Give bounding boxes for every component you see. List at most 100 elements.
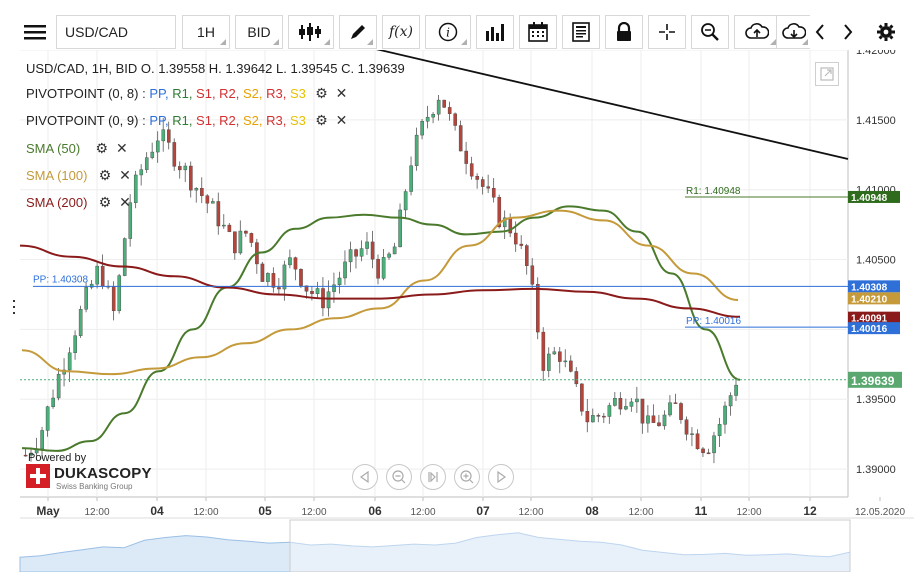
r1-annotation: R1: 1.40948: [686, 186, 741, 197]
lock-icon: [617, 22, 631, 41]
gear-icon[interactable]: ⚙: [95, 140, 109, 156]
candle-down: [244, 230, 248, 234]
bar-chart-icon: [486, 24, 504, 41]
pp-left-annotation: PP: 1.40308: [33, 274, 88, 285]
candle-up: [337, 277, 342, 286]
close-icon[interactable]: ✕: [335, 85, 348, 101]
svg-text:i: i: [446, 26, 450, 40]
candle-down: [541, 331, 546, 371]
close-icon[interactable]: ✕: [335, 112, 348, 128]
volume-button[interactable]: [476, 15, 514, 49]
zoom-button[interactable]: [691, 15, 729, 49]
pivot-level-s2: S2,: [243, 86, 267, 101]
gear-icon[interactable]: ⚙: [315, 85, 328, 101]
powered-by-text: Powered by: [28, 452, 87, 464]
candle-down: [513, 232, 518, 245]
timeframe-select[interactable]: 1H: [182, 15, 230, 49]
price-chart[interactable]: R1: 1.40948 PP: 1.40308 PP: 1.40016 1.4200…: [0, 50, 914, 572]
indicators-button[interactable]: f(x): [382, 15, 420, 49]
candle-up: [381, 257, 386, 279]
candle-down: [271, 273, 276, 288]
close-icon[interactable]: ✕: [115, 140, 128, 156]
candle-up: [194, 188, 199, 191]
candle-up: [155, 140, 160, 153]
candle-up: [73, 335, 77, 353]
pp-upper-price-tag-bg: [848, 280, 900, 293]
gear-icon[interactable]: ⚙: [98, 167, 112, 183]
close-icon[interactable]: ✕: [119, 194, 131, 210]
candle-down: [189, 165, 193, 191]
zoom-in-button[interactable]: [454, 464, 480, 490]
menu-button[interactable]: [20, 15, 50, 49]
x-tick-label: 12:00: [518, 507, 543, 518]
news-button[interactable]: [562, 15, 600, 49]
lock-button[interactable]: [605, 15, 643, 49]
info-button[interactable]: i: [425, 15, 471, 49]
candle-down: [447, 107, 452, 114]
sma200-legend[interactable]: SMA (200) ⚙ ✕: [26, 193, 133, 211]
x-axis-labels: May 12:00 04 12:00 05 12:00 06 12:00 07 12:00 08 12…: [36, 504, 905, 518]
pivot-legend-2[interactable]: PIVOTPOINT (0, 9) : PP, R1, S1, R2, S2, …: [26, 111, 350, 129]
settings-button[interactable]: [872, 15, 900, 49]
candle-down: [310, 290, 314, 294]
reset-view-button[interactable]: [420, 464, 446, 490]
grid: [20, 50, 881, 501]
calendar-button[interactable]: [519, 15, 557, 49]
left-resize-handle[interactable]: [13, 300, 15, 314]
pivot-legend-1[interactable]: PIVOTPOINT (0, 8) : PP, R1, S1, R2, S2, …: [26, 84, 350, 102]
candle-up: [288, 257, 292, 266]
scroll-forward-button[interactable]: [488, 464, 514, 490]
sma100-legend[interactable]: SMA (100) ⚙ ✕: [26, 166, 133, 184]
candle-down: [497, 197, 502, 228]
chart-type-button[interactable]: [288, 15, 334, 49]
candle-down: [458, 125, 463, 152]
price-side-select[interactable]: BID: [235, 15, 283, 49]
dukascopy-logo: DUKASCOPY Swiss Banking Group: [26, 464, 151, 492]
pivot-levels-1: PP, R1, S1, R2, S2, R3, S3: [149, 86, 306, 101]
magnifier-icon: [701, 23, 719, 41]
chart-area[interactable]: R1: 1.40948 PP: 1.40308 PP: 1.40016 1.4200…: [0, 50, 914, 572]
scroll-back-button[interactable]: [352, 464, 378, 490]
candle-down: [475, 175, 480, 180]
gear-icon[interactable]: ⚙: [315, 112, 328, 128]
candle-up: [56, 373, 61, 399]
expand-button[interactable]: [815, 62, 839, 86]
crosshair-button[interactable]: [648, 15, 686, 49]
symbol-input[interactable]: [56, 15, 176, 49]
candle-down: [701, 448, 705, 454]
x-tick-label: May: [36, 504, 60, 518]
candle-up: [40, 430, 44, 450]
scroll-right-button[interactable]: [838, 15, 858, 49]
sma50-legend[interactable]: SMA (50) ⚙ ✕: [26, 139, 130, 157]
zoom-out-button[interactable]: [386, 464, 412, 490]
y-tick-label: 1.40500: [856, 255, 896, 267]
gear-icon[interactable]: ⚙: [98, 194, 112, 210]
triangle-left-icon: [359, 470, 369, 484]
candle-up: [89, 283, 94, 288]
pivot-level-r1: R1,: [172, 113, 197, 128]
x-tick-label: 12:00: [193, 507, 218, 518]
candle-up: [51, 397, 55, 407]
navigator-overview[interactable]: [19, 519, 851, 572]
candle-up: [117, 275, 122, 312]
candle-up: [398, 209, 402, 248]
candle-down: [227, 224, 232, 232]
upload-button[interactable]: [734, 15, 780, 49]
download-button[interactable]: [776, 15, 812, 49]
gear-icon: [877, 23, 895, 41]
function-icon: f(x): [388, 24, 413, 40]
candle-down: [111, 286, 116, 312]
close-icon[interactable]: ✕: [119, 167, 131, 183]
candle-up: [161, 129, 166, 142]
candle-down: [596, 415, 601, 417]
pivot-legend-1-name: PIVOTPOINT (0, 8): [26, 86, 139, 101]
draw-tool-button[interactable]: [339, 15, 377, 49]
candle-down: [657, 422, 661, 427]
navigator-area: [19, 532, 851, 572]
candle-up: [728, 395, 733, 407]
x-tick-label: 12: [803, 504, 817, 518]
x-tick-label: 12:00: [628, 507, 653, 518]
scroll-left-button[interactable]: [810, 15, 830, 49]
candle-up: [613, 398, 617, 406]
